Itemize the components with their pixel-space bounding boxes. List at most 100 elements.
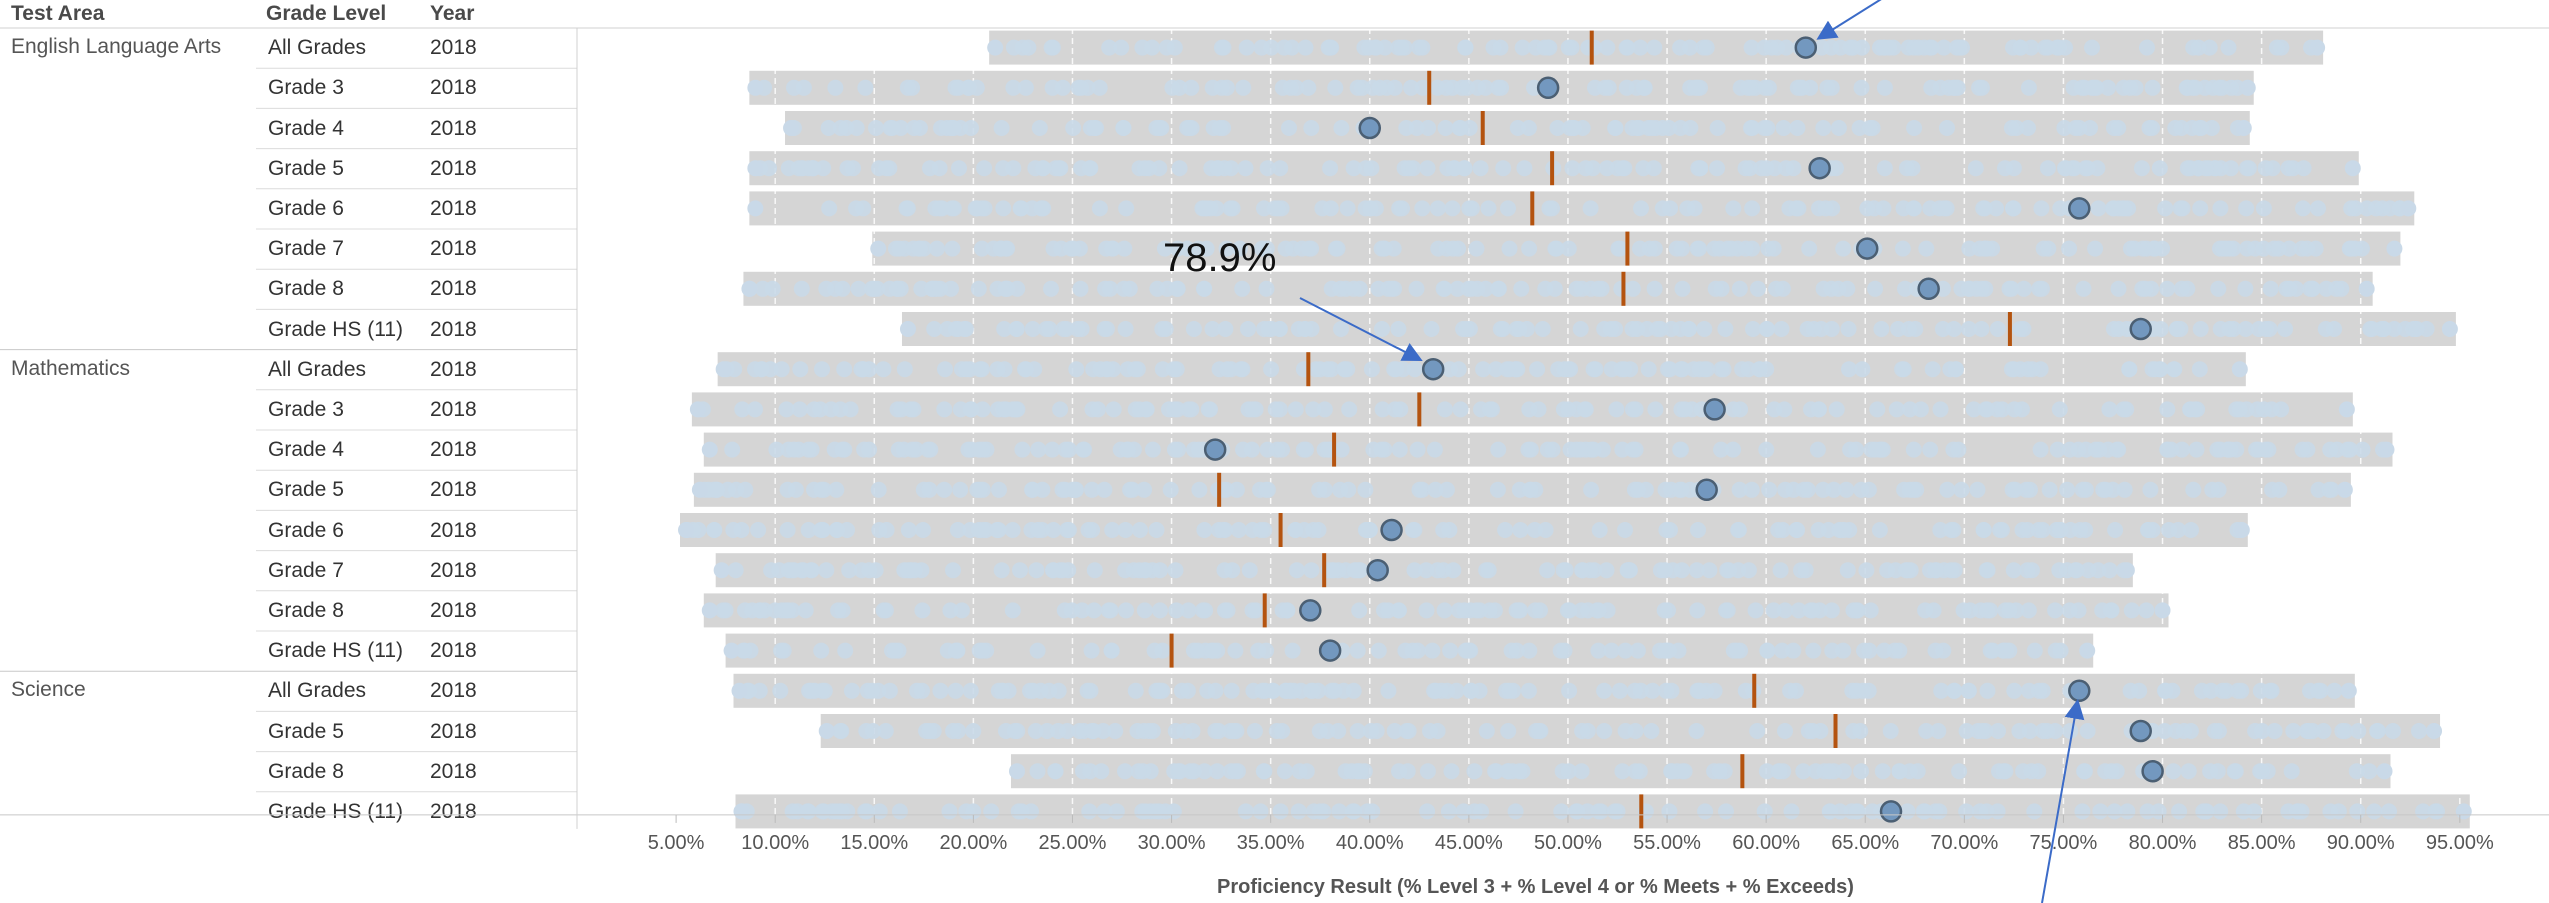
district-dot [1028,562,1045,579]
district-dot-min [733,803,750,820]
district-dot [1024,321,1041,337]
row-gap [577,551,722,590]
district-dot [1218,240,1235,257]
district-dot [1121,280,1138,297]
district-dot [1544,441,1561,458]
district-dot [1682,120,1699,136]
district-dot [1043,280,1059,297]
district-dot [858,723,875,739]
district-dot [786,79,802,96]
district-dot [1091,79,1108,96]
district-dot [1869,401,1886,418]
district-dot [1713,441,1729,458]
district-dot [1475,361,1492,378]
district-dot [1688,723,1705,739]
district-dot [2183,522,2199,538]
district-dot [2315,723,2332,739]
district-dot [1521,240,1538,257]
district-dot [995,160,1012,177]
district-dot [1749,723,1766,739]
district-dot [828,481,845,498]
district-dot [2082,120,2098,136]
highlighted-district-dot [1299,599,1322,622]
district-dot [750,522,767,538]
district-dot [1853,481,1870,498]
district-dot [1682,79,1699,96]
district-dot [1436,602,1453,619]
district-dot [1283,39,1300,56]
district-dot [1406,361,1423,378]
highlighted-district-dot [2141,759,2164,783]
district-dot [1790,602,1807,619]
district-dot [912,240,928,257]
district-dot [2174,441,2190,458]
district-dot [1874,441,1891,458]
district-dot [1165,361,1182,378]
district-dot [900,522,917,538]
district-dot [1132,522,1148,538]
row-gap [577,310,908,348]
district-dot [1922,441,1939,458]
district-dot [1905,441,1922,458]
grade-level-label: Grade 7 [268,558,344,582]
district-dot [1621,562,1638,579]
district-dot [2277,321,2294,337]
district-dot [2057,160,2073,177]
district-dot [2271,481,2288,498]
district-dot [1489,481,1506,498]
district-dot [2366,803,2383,820]
x-tick-label: 75.00% [2030,832,2098,854]
district-dot-min [899,321,916,337]
district-dot [1438,481,1455,498]
district-dot [857,803,874,820]
district-dot [958,361,975,378]
district-dot [1258,240,1275,257]
district-dot [1521,401,1538,418]
district-dot [1689,602,1706,619]
district-dot [1444,200,1461,217]
district-dot [1934,321,1951,337]
district-dot [929,240,945,257]
district-dot [1607,120,1624,136]
district-dot [1646,39,1663,56]
district-dot [1518,321,1535,337]
district-dot [1231,240,1248,257]
district-dot [1122,481,1139,498]
year-label: 2018 [430,679,477,703]
district-dot [2034,522,2051,538]
district-dot [2047,602,2064,619]
district-dot [850,280,867,297]
district-dot-min [723,642,740,659]
district-dot [1024,682,1041,699]
district-dot [1819,79,1836,96]
year-label: 2018 [430,357,477,381]
district-dot [1237,160,1254,177]
test-area-label: Science [11,678,86,702]
district-dot [1864,803,1881,820]
district-dot [1316,481,1333,498]
district-dot [1560,401,1577,418]
grade-level-label: Grade 6 [268,518,344,542]
district-dot [2209,763,2226,780]
highlighted-district-dot [1366,558,1389,582]
district-dot [2294,441,2311,458]
district-dot [2084,39,2100,56]
district-dot [2144,79,2161,96]
district-dot [2032,441,2049,458]
district-dot [1902,562,1919,579]
district-dot [1328,240,1344,257]
district-dot [1988,200,2005,217]
district-dot [1045,522,1062,538]
district-dot [1758,441,1775,458]
district-dot [1782,682,1799,699]
district-dot-max [2340,682,2357,699]
district-dot [2020,79,2037,96]
district-dot [1743,481,1760,498]
year-label: 2018 [430,598,477,622]
district-dot [1427,481,1444,498]
district-dot [965,723,982,739]
district-dot [1117,763,1133,780]
district-dot [950,79,967,96]
district-dot [1349,642,1366,659]
median-marker [1639,794,1644,829]
